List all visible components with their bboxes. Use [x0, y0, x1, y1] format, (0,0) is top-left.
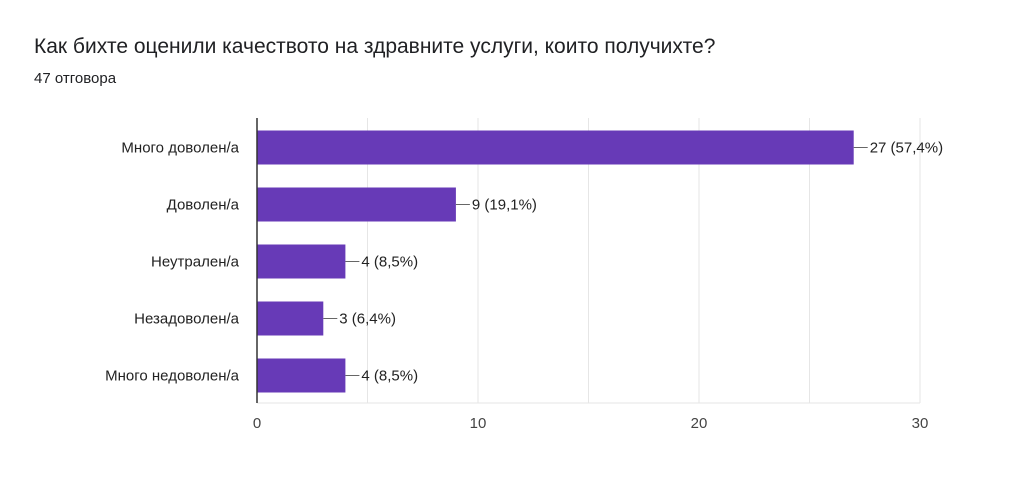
response-count: 47 отговора [34, 70, 117, 87]
grid-lines [257, 118, 921, 404]
category-label: Неутрален/а [151, 254, 240, 271]
data-label: 3 (6,4%) [339, 311, 396, 328]
bar [257, 187, 456, 222]
category-label: Много недоволен/а [105, 368, 240, 385]
category-label: Много доволен/а [121, 140, 239, 157]
axes: 0 10 20 30 [253, 118, 929, 432]
bars [257, 130, 854, 393]
bar [257, 244, 346, 279]
bar [257, 130, 854, 165]
chart-title: Как бихте оценили качеството на здравнит… [34, 35, 716, 58]
bar [257, 358, 346, 393]
data-label: 4 (8,5%) [361, 254, 418, 271]
bar [257, 301, 324, 336]
category-label: Доволен/а [167, 197, 240, 214]
x-tick-label: 0 [253, 415, 261, 432]
data-label: 4 (8,5%) [361, 368, 418, 385]
data-label: 27 (57,4%) [870, 140, 943, 157]
x-tick-label: 10 [470, 415, 487, 432]
labels: 27 (57,4%) Много доволен/а 9 (19,1%) Доволе… [105, 140, 943, 385]
data-label: 9 (19,1%) [472, 197, 537, 214]
category-label: Незадоволен/а [134, 311, 240, 328]
x-tick-label: 20 [691, 415, 708, 432]
x-tick-label: 30 [912, 415, 929, 432]
